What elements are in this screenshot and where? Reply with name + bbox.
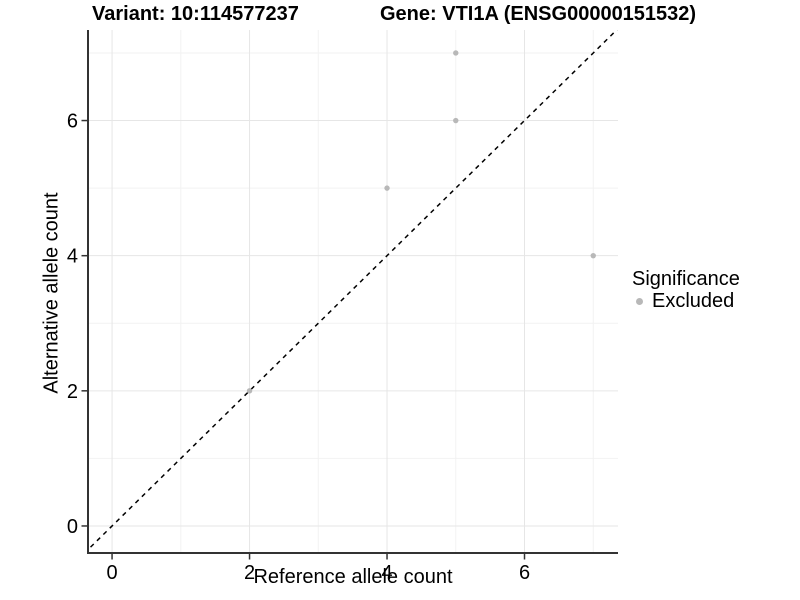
legend-entry-label: Excluded [652,290,735,312]
identity-reference-line [88,30,618,551]
y-tick-label: 0 [67,516,78,538]
data-point [453,50,459,56]
variant-title: Variant: 10:114577237 [92,3,299,25]
y-axis-title: Alternative allele count [40,192,63,394]
x-tick-label: 2 [244,562,255,584]
x-axis-title: Reference allele count [253,566,453,588]
y-tick-label: 2 [67,381,78,403]
data-point [590,252,596,259]
y-tick-label: 6 [67,111,78,133]
legend-entry-excluded: Excluded [632,291,740,311]
gene-title: Gene: VTI1A (ENSG00000151532) [380,3,697,25]
legend: Significance Excluded [632,268,740,311]
legend-title: Significance [632,268,740,290]
legend-key [632,294,647,309]
data-point [246,388,253,394]
data-point [453,117,459,124]
x-tick-label: 0 [106,562,117,584]
excluded-point-icon [636,297,643,305]
y-tick-label: 4 [67,246,78,268]
x-tick-label: 6 [519,562,530,584]
data-point [384,185,390,191]
x-tick-label: 4 [381,562,392,584]
